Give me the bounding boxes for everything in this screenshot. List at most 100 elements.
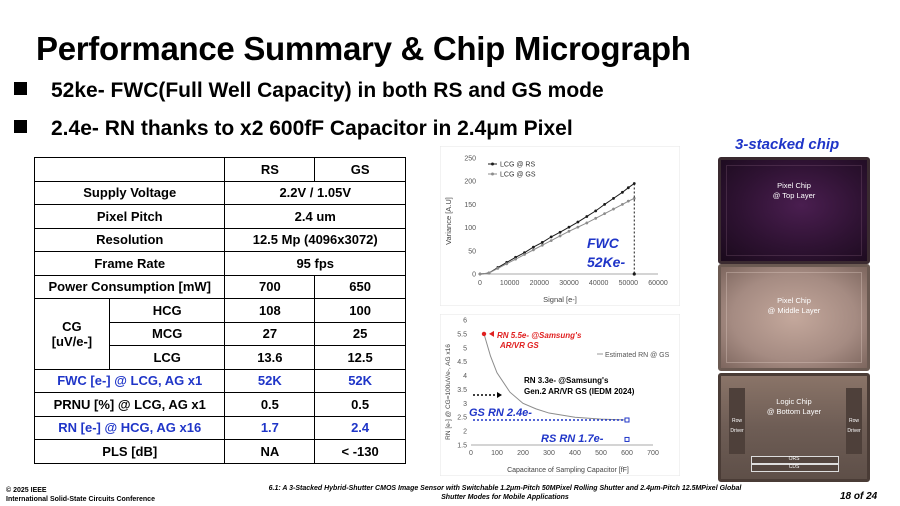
table-row: Pixel Pitch 2.4 um [33,204,406,229]
x-tick-label: 50000 [619,280,639,287]
table-row: PLS [dB] NA < -130 [33,439,406,464]
y-tick-label: 4.5 [457,359,467,366]
page-number: 18 of 24 [840,491,878,502]
bottom-die-label-line2: @ Bottom Layer [766,407,822,416]
x-tick-label: 0 [469,450,473,457]
cell-gs: 52K [314,368,406,393]
samsung-annotation-line1: RN 5.5e- @Samsung's [497,331,582,340]
x-tick-label: 40000 [589,280,609,287]
cell-gs: 12.5 [314,345,406,370]
bullet-rn: 2.4e- RN thanks to x2 600fF Capacitor in… [14,117,573,141]
header-gs: GS [314,157,406,182]
y-tick-label: 2.5 [457,415,467,422]
row-label: Resolution [33,227,226,252]
cell-rs: 27 [224,321,316,346]
x-tick-label: 400 [569,450,581,457]
legend-estimated-label: Estimated RN @ GS [605,352,670,359]
data-point-rs [585,215,589,218]
row-label: FWC [e-] @ LCG, AG x1 [33,368,226,393]
bullet-text: 2.4e- RN thanks to x2 600fF Capacitor in… [51,117,573,140]
footer-mid-line2: Shutter Modes for Mobile Applications [441,494,569,501]
samsung-annotation-line2: AR/VR GS [499,341,539,350]
row-value: 12.5 Mp (4096x3072) [224,227,406,252]
data-point-gs [558,234,562,238]
y-tick-label: 3.5 [457,387,467,394]
data-point-gs [576,225,580,229]
table-row: FWC [e-] @ LCG, AG x1 52K 52K [33,368,406,393]
y-tick-label: 5 [463,345,467,352]
y-tick-label: 6 [463,318,467,325]
bullet-fwc: 52ke- FWC(Full Well Capacity) in both RS… [14,79,604,103]
legend-gs-label: LCG @ GS [500,172,536,179]
bottom-die-micrograph: Row Driver Row Driver Logic Chip @ Botto… [718,373,870,482]
table-row: PRNU [%] @ LCG, AG x1 0.5 0.5 [33,392,406,417]
middle-die-label-line2: @ Middle Layer [767,306,821,315]
cg-mode: MCG [108,321,226,346]
cell-rs: 700 [224,274,316,299]
legend-rs-label: LCG @ RS [500,162,535,169]
chart-frame [440,146,680,306]
row-label: Frame Rate [33,251,226,276]
table-row: Resolution 12.5 Mp (4096x3072) [33,227,406,252]
data-point-rs [594,209,598,213]
gs-rn-annotation: GS RN 2.4e- [469,407,532,419]
cell-gs: < -130 [314,439,406,464]
cg-label-line1: CG [62,318,82,334]
x-tick-label: 300 [543,450,555,457]
table-corner-cell [33,157,226,182]
data-point-rs [558,230,562,234]
gs-rn-point [624,417,630,423]
cell-rs: 108 [224,298,316,323]
top-die-label-line1: Pixel Chip [777,181,811,190]
y-tick-label: 1.5 [457,443,467,450]
data-point-gs [585,221,589,225]
data-point-gs [549,239,553,242]
y-tick-label: 100 [464,225,476,232]
cell-gs: 650 [314,274,406,299]
data-point-gs [487,271,491,275]
data-point-gs [594,216,598,220]
row-driver-left-block [729,388,745,454]
top-die-label-line2: @ Top Layer [772,191,816,200]
data-point-rs [540,241,544,244]
x-tick-label: 600 [621,450,633,457]
gen2-annotation-line1: RN 3.3e- @Samsung's [524,376,609,385]
y-tick-label: 50 [468,248,476,255]
data-point-gs [567,229,571,233]
cell-rs: NA [224,439,316,464]
fwc-variance-chart: 0 10000 20000 30000 40000 50000 60000 0 50 100 150… [440,146,680,306]
data-point-rs [612,196,615,200]
y-tick-label: 0 [472,272,476,279]
bullet-square-icon [14,82,27,95]
data-point-gs [626,199,630,203]
row-label: PLS [dB] [33,439,226,464]
data-point-gs [514,257,517,261]
cg-mode: LCG [108,345,226,370]
die-border [726,272,862,363]
row-label: RN [e-] @ HCG, AG x16 [33,415,226,440]
data-point-gs [603,212,606,216]
slide-title: Performance Summary & Chip Micrograph [36,30,691,67]
data-point-rs [567,225,571,229]
cds-block [751,464,839,472]
cg-label-line2: [uV/e-] [51,333,93,349]
cell-gs: 25 [314,321,406,346]
data-point-gs [532,248,535,252]
x-tick-label: 700 [647,450,659,457]
header-rs: RS [224,157,316,182]
rn-capacitance-chart: 0 100 200 300 400 500 600 700 1.5 2 2.5 3 3.5 4 4.5 5 5.… [440,314,680,476]
y-tick-label: 3 [463,401,467,408]
x-tick-label: 0 [478,280,482,287]
y-tick-label: 4 [463,373,467,380]
row-label: Supply Voltage [33,180,226,205]
legend-gs-marker [491,172,494,176]
rs-rn-point [624,436,630,442]
chart-frame [440,314,680,476]
x-tick-label: 30000 [559,280,579,287]
footer-copyright: © 2025 IEEE International Solid-State Ci… [6,486,155,504]
data-point-gs [621,203,624,206]
cds-label: CDS [788,464,800,470]
table-header-row: RS GS [33,157,406,182]
y-tick-label: 150 [464,202,476,209]
die-border [726,165,862,256]
